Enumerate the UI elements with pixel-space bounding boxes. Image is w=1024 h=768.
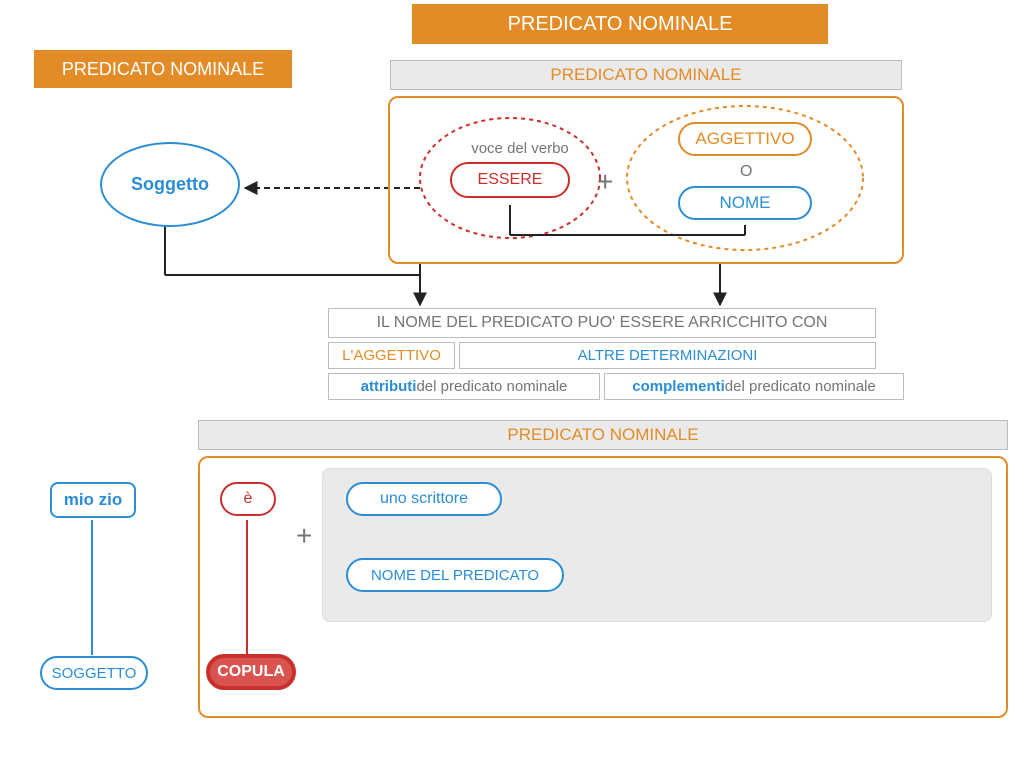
aggettivo-text: AGGETTIVO bbox=[695, 129, 794, 149]
e-text: è bbox=[244, 490, 253, 508]
complementi-grey: del predicato nominale bbox=[725, 378, 876, 395]
o-text: O bbox=[740, 163, 752, 180]
nome-predicato-text: NOME DEL PREDICATO bbox=[371, 567, 539, 584]
complementi-blue: complementi bbox=[632, 378, 725, 395]
title-left: PREDICATO NOMINALE bbox=[34, 50, 292, 88]
enrich-text: IL NOME DEL PREDICATO PUO' ESSERE ARRICC… bbox=[377, 314, 828, 332]
attributi-grey: del predicato nominale bbox=[416, 378, 567, 395]
soggetto-ellipse: Soggetto bbox=[100, 142, 240, 227]
plus-top-text: + bbox=[597, 166, 613, 197]
plus-bottom-text: + bbox=[296, 520, 312, 551]
laggettivo-text: L'AGGETTIVO bbox=[342, 347, 441, 364]
bottom-gray-header: PREDICATO NOMINALE bbox=[198, 420, 1008, 450]
uno-scrittore-text: uno scrittore bbox=[380, 490, 468, 508]
nome-pill: NOME bbox=[678, 186, 812, 220]
nome-predicato-pill: NOME DEL PREDICATO bbox=[346, 558, 564, 592]
bottom-gray-header-text: PREDICATO NOMINALE bbox=[507, 425, 698, 444]
voce-del-verbo-text: voce del verbo bbox=[471, 140, 569, 157]
plus-top: + bbox=[597, 166, 613, 198]
plus-bottom: + bbox=[296, 520, 312, 552]
top-gray-header-text: PREDICATO NOMINALE bbox=[550, 65, 741, 84]
enrich-box: IL NOME DEL PREDICATO PUO' ESSERE ARRICC… bbox=[328, 308, 876, 338]
complementi-box: complementi del predicato nominale bbox=[604, 373, 904, 400]
attributi-blue: attributi bbox=[361, 378, 417, 395]
e-pill: è bbox=[220, 482, 276, 516]
top-gray-header: PREDICATO NOMINALE bbox=[390, 60, 902, 90]
altre-box: ALTRE DETERMINAZIONI bbox=[459, 342, 876, 369]
mio-zio-pill: mio zio bbox=[50, 482, 136, 518]
essere-text: ESSERE bbox=[478, 171, 543, 189]
o-label: O bbox=[740, 163, 752, 181]
copula-pill: COPULA bbox=[206, 654, 296, 690]
essere-pill: ESSERE bbox=[450, 162, 570, 198]
mio-zio-text: mio zio bbox=[64, 490, 123, 510]
title-left-text: PREDICATO NOMINALE bbox=[62, 59, 264, 80]
title-main-text: PREDICATO NOMINALE bbox=[508, 13, 733, 36]
soggetto-bottom-text: SOGGETTO bbox=[52, 665, 137, 682]
uno-scrittore-pill: uno scrittore bbox=[346, 482, 502, 516]
laggettivo-box: L'AGGETTIVO bbox=[328, 342, 455, 369]
aggettivo-pill: AGGETTIVO bbox=[678, 122, 812, 156]
soggetto-text: Soggetto bbox=[131, 174, 209, 195]
attributi-box: attributi del predicato nominale bbox=[328, 373, 600, 400]
title-main: PREDICATO NOMINALE bbox=[412, 4, 828, 44]
nome-text: NOME bbox=[720, 193, 771, 213]
copula-text: COPULA bbox=[217, 663, 285, 681]
soggetto-bottom-pill: SOGGETTO bbox=[40, 656, 148, 690]
voce-del-verbo-label: voce del verbo bbox=[460, 140, 580, 157]
altre-text: ALTRE DETERMINAZIONI bbox=[578, 347, 758, 364]
